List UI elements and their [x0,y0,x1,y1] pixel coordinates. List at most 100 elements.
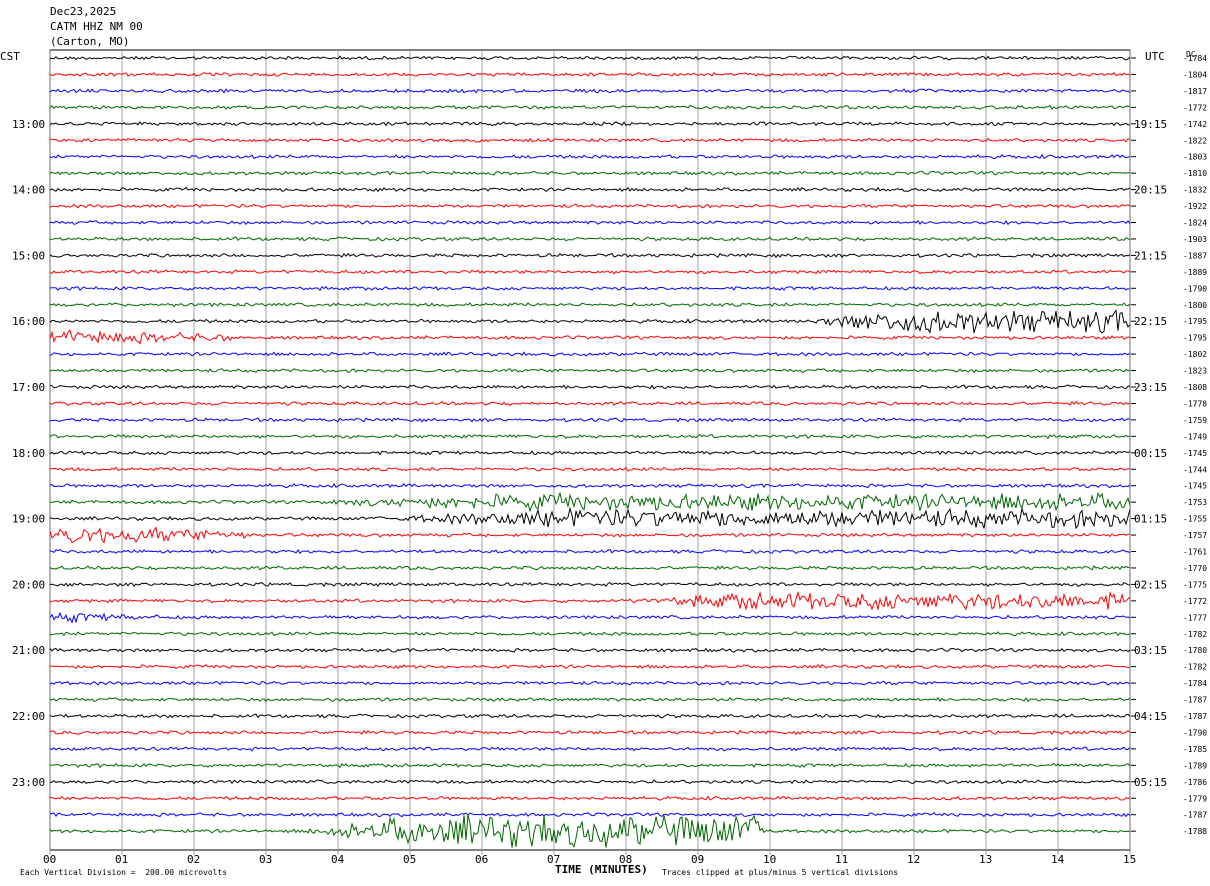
seismic-trace-11 [49,236,1131,242]
seismic-trace-37 [49,663,1131,670]
seismic-trace-38 [49,680,1131,686]
seismic-trace-35 [49,631,1131,637]
seismic-trace-5 [49,137,1131,143]
seismic-trace-46 [49,812,1131,818]
seismic-trace-40 [49,713,1131,719]
seismic-trace-6 [49,153,1131,160]
dc-offset-label: -1784 [1183,679,1207,688]
seismic-trace-34 [49,611,1131,624]
x-tick-label: 03 [259,853,272,866]
seismic-trace-26 [49,482,1131,489]
seismic-trace-18 [49,351,1131,357]
dc-offset-label: -1832 [1183,186,1207,195]
seismic-trace-27 [49,491,1131,513]
dc-offset-label: -1744 [1183,465,1207,474]
dc-offset-label: -1775 [1183,580,1207,589]
dc-offset-label: -1922 [1183,202,1207,211]
x-tick-label: 07 [547,853,560,866]
seismic-trace-10 [49,219,1131,226]
dc-offset-label: -1742 [1183,120,1207,129]
seismic-trace-25 [49,466,1131,472]
dc-offset-label: -1749 [1183,432,1207,441]
cst-hour-label: 18:00 [12,447,45,460]
x-tick-label: 00 [43,853,56,866]
utc-hour-label: 04:15 [1134,710,1167,723]
dc-offset-label: -1772 [1183,103,1207,112]
dc-offset-label: -1745 [1183,449,1207,458]
dc-offset-label: -1903 [1183,235,1207,244]
dc-header-label: DC [1186,50,1196,59]
seismic-trace-36 [49,647,1131,653]
seismic-trace-39 [49,696,1131,703]
x-tick-label: 04 [331,853,345,866]
seismic-trace-28 [49,506,1131,530]
x-tick-label: 05 [403,853,416,866]
x-tick-label: 06 [475,853,488,866]
seismic-trace-13 [49,269,1131,275]
seismic-trace-45 [49,795,1131,801]
x-tick-label: 09 [691,853,704,866]
utc-hour-label: 03:15 [1134,644,1167,657]
dc-offset-label: -1755 [1183,515,1207,524]
seismic-trace-9 [49,203,1131,209]
x-tick-label: 01 [115,853,128,866]
dc-offset-label: -1804 [1183,70,1207,79]
seismic-trace-30 [49,548,1131,555]
cst-hour-label: 15:00 [12,249,45,262]
seismic-trace-15 [49,302,1131,308]
dc-offset-label: -1803 [1183,153,1207,162]
dc-offset-label: -1810 [1183,169,1207,178]
utc-hour-label: 20:15 [1134,184,1167,197]
seismic-trace-44 [49,779,1131,785]
seismic-trace-47 [49,814,1131,849]
clip-note: Traces clipped at plus/minus 5 vertical … [662,868,899,877]
x-tick-label: 08 [619,853,632,866]
cst-hour-label: 13:00 [12,118,45,131]
dc-offset-label: -1887 [1183,251,1207,260]
dc-offset-label: -1780 [1183,646,1207,655]
seismic-trace-0 [49,55,1131,61]
dc-offset-label: -1757 [1183,531,1207,540]
right-zone-label: UTC [1145,50,1165,63]
dc-offset-label: -1817 [1183,87,1207,96]
dc-offset-label: -1787 [1183,696,1207,705]
seismic-trace-4 [49,121,1131,127]
seismic-trace-33 [49,590,1131,611]
utc-hour-label: 00:15 [1134,447,1167,460]
utc-hour-label: 02:15 [1134,578,1167,591]
dc-offset-label: -1802 [1183,350,1207,359]
x-tick-label: 12 [907,853,920,866]
seismic-trace-22 [49,417,1131,423]
cst-hour-label: 21:00 [12,644,45,657]
dc-offset-label: -1800 [1183,301,1207,310]
x-tick-label: 14 [1051,853,1065,866]
cst-hour-label: 22:00 [12,710,45,723]
utc-hour-label: 05:15 [1134,776,1167,789]
x-tick-label: 10 [763,853,776,866]
dc-offset-label: -1777 [1183,613,1207,622]
seismic-trace-42 [49,746,1131,752]
seismic-trace-29 [49,526,1130,544]
x-tick-label: 13 [979,853,992,866]
seismic-trace-14 [49,285,1131,292]
chart-location: (Carton, MO) [50,35,130,48]
cst-hour-label: 16:00 [12,315,45,328]
utc-hour-label: 22:15 [1134,315,1167,328]
x-axis-label: TIME (MINUTES) [555,863,648,876]
utc-hour-label: 23:15 [1134,381,1167,394]
dc-offset-label: -1889 [1183,268,1207,277]
dc-offset-label: -1795 [1183,334,1207,343]
seismic-trace-7 [49,170,1131,176]
x-tick-label: 02 [187,853,200,866]
dc-offset-label: -1782 [1183,630,1207,639]
scale-note: Each Vertical Division = 200.00 microvol… [20,868,228,877]
seismic-trace-43 [49,762,1131,769]
seismic-trace-2 [49,88,1131,94]
x-tick-label: 15 [1123,853,1136,866]
dc-offset-label: -1770 [1183,564,1207,573]
dc-offset-label: -1790 [1183,728,1207,737]
dc-offset-label: -1824 [1183,219,1207,228]
dc-offset-label: -1759 [1183,416,1207,425]
cst-hour-label: 17:00 [12,381,45,394]
